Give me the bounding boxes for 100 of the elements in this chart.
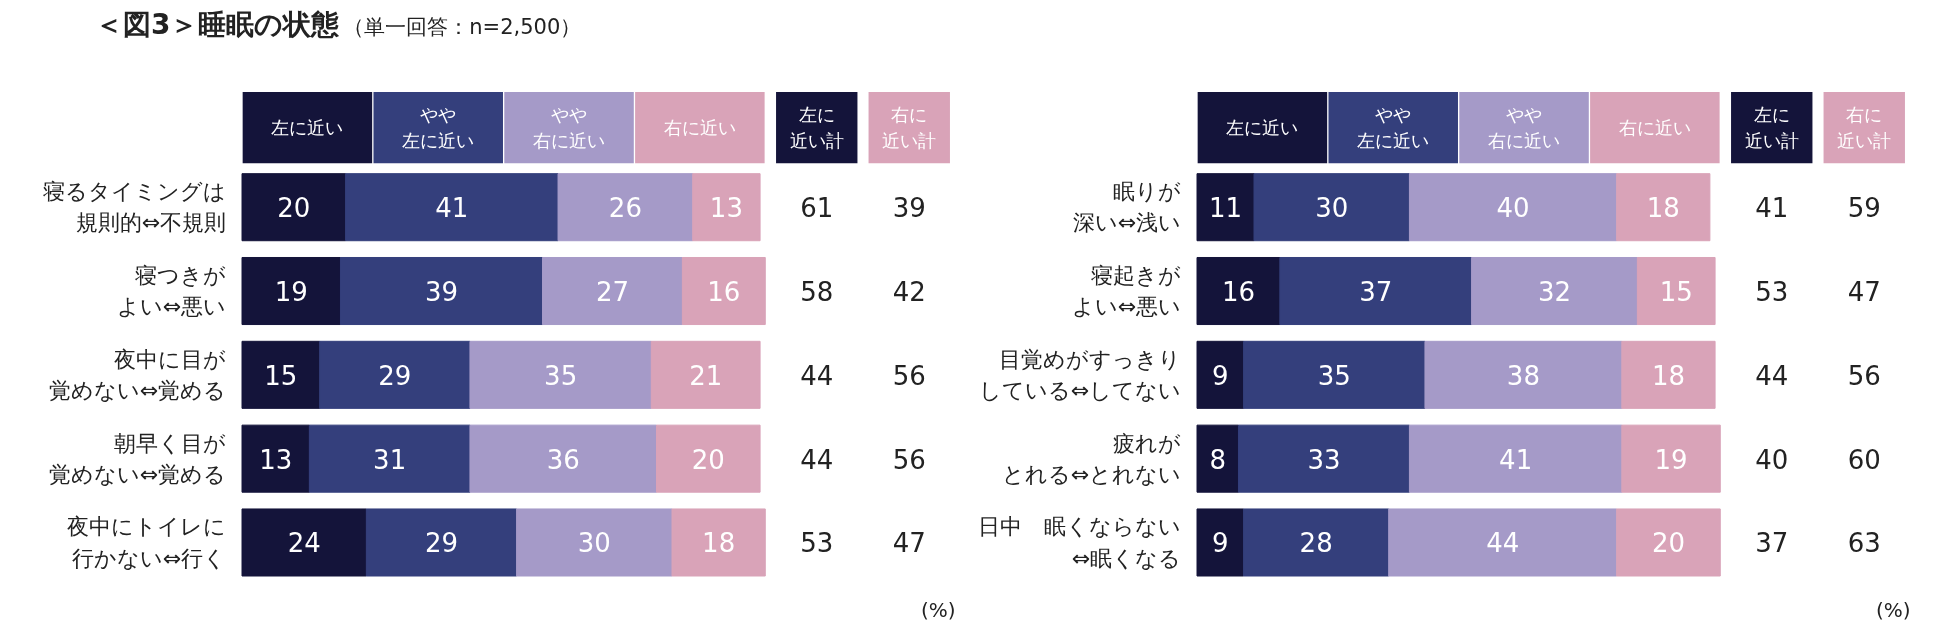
data-label: 36 [546,444,580,475]
y-tick-label: 寝るタイミングは規則的⇔不規則 [43,179,227,236]
bar [241,173,347,242]
data-label: 44 [800,360,834,391]
data-label: 47 [892,528,926,559]
data-label: 26 [608,193,642,224]
data-label: 60 [1847,444,1881,475]
series-label: 右に近い [663,117,736,139]
bar [1196,508,1245,577]
bar [339,256,543,326]
chart-title: ＜図3＞睡眠の状態 [95,8,340,41]
y-tick-label: 疲れがとれる⇔とれない [1001,430,1182,487]
text: (%) [920,597,956,622]
chart-subtitle: （単一回答：n=2,500） [343,15,582,39]
bar [681,256,766,326]
data-label: 20 [1651,528,1686,559]
data-label: 21 [689,360,723,391]
data-label: 53 [1755,277,1789,308]
bar [557,173,694,242]
data-label: 15 [1659,277,1693,308]
data-label: 41 [1755,193,1789,224]
data-label: 41 [435,193,469,224]
data-label: 56 [892,360,926,391]
series-label: やや右に近い [533,104,606,151]
data-label: 29 [424,528,459,559]
y-tick-label: 日中 眠くならない⇔眠くなる [978,514,1182,571]
data-label: 8 [1209,444,1226,475]
data-label: 18 [1646,193,1680,224]
bar [1616,508,1721,577]
data-label: 15 [264,360,298,391]
x-tick-label: 右に近い計 [1837,104,1892,151]
x-tick-label: 左に近い計 [789,104,844,151]
data-label: 56 [892,444,926,475]
series-label: やや左に近い [1357,104,1430,151]
y-tick-label: 夜中に目が覚めない⇔覚める [48,346,227,403]
data-label: 58 [800,277,834,308]
data-label: 24 [287,528,321,559]
bar [319,340,471,409]
data-label: 19 [274,277,308,308]
data-label: 42 [892,277,926,308]
data-label: 13 [259,444,293,475]
bar [469,424,657,493]
data-label: 37 [1755,528,1789,559]
series-label: 左に近い [1226,117,1299,139]
data-label: 9 [1212,360,1229,391]
bar [1636,256,1716,326]
data-label: 53 [800,528,834,559]
data-label: 18 [702,528,736,559]
bar [1408,424,1623,493]
y-tick-label: 夜中にトイレに行かない⇔行く [67,514,227,571]
data-label: 44 [800,444,834,475]
data-label: 63 [1847,528,1881,559]
data-label: 47 [1847,277,1881,308]
bar [516,508,673,577]
data-label: 28 [1299,528,1333,559]
bar [1616,173,1711,242]
bar [241,340,321,409]
bar [692,173,761,242]
bar [1196,424,1239,493]
data-label: 59 [1847,193,1881,224]
series-label: やや左に近い [402,104,475,151]
data-label: 13 [709,193,743,224]
data-label: 61 [800,193,834,224]
bar [1471,256,1638,326]
x-tick-label: 右に近い計 [882,104,937,151]
x-tick-label: 左に近い計 [1744,104,1799,151]
y-tick-label: 朝早く目が覚めない⇔覚める [48,430,227,487]
data-label: 18 [1651,360,1686,391]
bar [650,340,761,409]
bar [541,256,683,326]
data-label: 41 [1499,444,1533,475]
bar [1196,340,1245,409]
bar [1253,173,1410,242]
bar [1621,340,1716,409]
bar [308,424,471,493]
bar [1196,256,1281,326]
bar [469,340,652,409]
bar [655,424,761,493]
data-label: 11 [1208,193,1243,224]
data-label: 9 [1212,528,1229,559]
y-tick-label: 寝つきがよい⇔悪い [116,262,227,320]
bar [671,508,766,577]
series-label: 左に近い [271,117,344,139]
bar [1243,340,1426,409]
bar [1279,256,1473,326]
data-label: 44 [1755,360,1789,391]
text: (%) [1875,597,1911,622]
data-label: 20 [277,193,311,224]
data-label: 27 [595,277,629,308]
data-label: 40 [1755,444,1789,475]
data-label: 20 [691,444,725,475]
bar [1621,424,1721,493]
data-label: 35 [544,360,578,391]
data-label: 40 [1496,193,1530,224]
bar [241,424,310,493]
bar [1424,340,1623,409]
y-tick-label: 眠りが深い⇔浅い [1072,179,1182,236]
data-label: 35 [1317,360,1351,391]
bar [1196,173,1255,242]
data-label: 19 [1654,444,1688,475]
